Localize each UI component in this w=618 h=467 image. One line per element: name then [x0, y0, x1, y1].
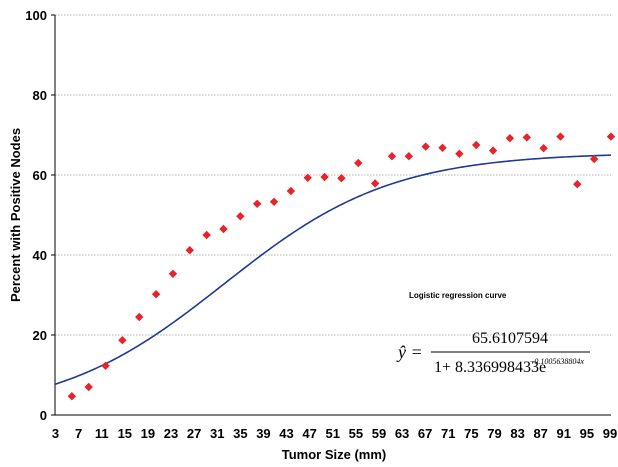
data-point: [455, 149, 464, 158]
x-tick-label: 43: [279, 426, 293, 441]
x-tick-label: 39: [256, 426, 270, 441]
gridlines: [55, 14, 611, 336]
data-point: [539, 144, 548, 153]
data-point: [185, 246, 194, 255]
x-tick-label: 35: [233, 426, 247, 441]
data-point: [522, 133, 531, 142]
data-point: [252, 199, 262, 208]
x-tick-label: 31: [210, 426, 224, 441]
y-tick-label: 100: [25, 8, 47, 23]
data-point: [472, 140, 481, 150]
annotation-title: Logistic regression curve: [409, 291, 507, 300]
y-tick-label: 20: [33, 328, 47, 343]
data-point: [337, 174, 346, 183]
data-point: [421, 142, 430, 151]
data-point: [505, 134, 515, 143]
x-tick-label: 23: [164, 426, 178, 441]
data-point: [101, 361, 110, 370]
x-tick-labels: 3 7 11 15 19 23 27 31 35 39 43 47 51 55 59 63 67 71 75 79 83…: [52, 426, 617, 441]
x-axis-title: Tumor Size (mm): [282, 447, 387, 462]
x-tick-label: 67: [418, 426, 432, 441]
data-point: [269, 197, 279, 206]
x-tick-label: 71: [441, 426, 455, 441]
y-tick-label: 80: [33, 88, 47, 103]
x-tick-label: 59: [372, 426, 386, 441]
data-point: [573, 180, 582, 189]
x-tick-label: 63: [395, 426, 409, 441]
data-point: [236, 212, 245, 221]
data-point: [488, 146, 498, 155]
x-tick-label: 19: [141, 426, 155, 441]
formula-denominator: 1+ 8.336998433e: [434, 359, 546, 376]
data-point: [404, 152, 414, 161]
x-tick-label: 47: [302, 426, 316, 441]
x-tick-label: 91: [557, 426, 571, 441]
data-point: [320, 172, 329, 182]
x-tick-label: 83: [510, 426, 524, 441]
y-axis-title: Percent with Positive Nodes: [8, 128, 23, 302]
x-tick-label: 15: [118, 426, 132, 441]
x-tick-label: 51: [326, 426, 340, 441]
x-tick-label: 27: [187, 426, 201, 441]
data-point: [354, 158, 363, 168]
data-point: [219, 224, 228, 234]
data-point: [589, 154, 599, 164]
x-tick-label: 79: [487, 426, 501, 441]
data-point: [438, 143, 447, 152]
logistic-curve: [54, 154, 612, 386]
data-point: [84, 382, 93, 392]
data-point: [168, 269, 178, 278]
data-point: [135, 312, 144, 322]
data-point: [370, 179, 380, 188]
data-point: [286, 186, 296, 196]
y-tick-labels: 0 20 40 60 80 100: [25, 8, 55, 423]
data-point: [202, 230, 211, 240]
x-tick-label: 87: [533, 426, 547, 441]
x-tick-label: 7: [75, 426, 82, 441]
data-point: [118, 336, 127, 345]
data-points: [67, 132, 616, 401]
x-tick-label: 75: [464, 426, 478, 441]
data-point: [387, 152, 397, 161]
data-point: [151, 290, 161, 299]
data-point: [606, 132, 616, 141]
x-tick-label: 3: [52, 426, 59, 441]
data-point: [303, 173, 312, 182]
x-tick-label: 11: [95, 426, 109, 441]
data-point: [556, 132, 565, 141]
formula-exponent: −0.1005638804x: [529, 357, 584, 366]
y-tick-label: 40: [33, 248, 47, 263]
x-tick-label: 55: [349, 426, 363, 441]
formula-numerator: 65.6107594: [472, 330, 548, 347]
y-tick-label: 60: [33, 168, 47, 183]
x-tick-label: 99: [603, 426, 617, 441]
y-tick-label: 0: [40, 408, 47, 423]
formula-lhs: ŷ =: [396, 342, 423, 362]
x-tick-label: 95: [580, 426, 594, 441]
plot-area: [55, 15, 611, 415]
data-point: [67, 392, 77, 401]
